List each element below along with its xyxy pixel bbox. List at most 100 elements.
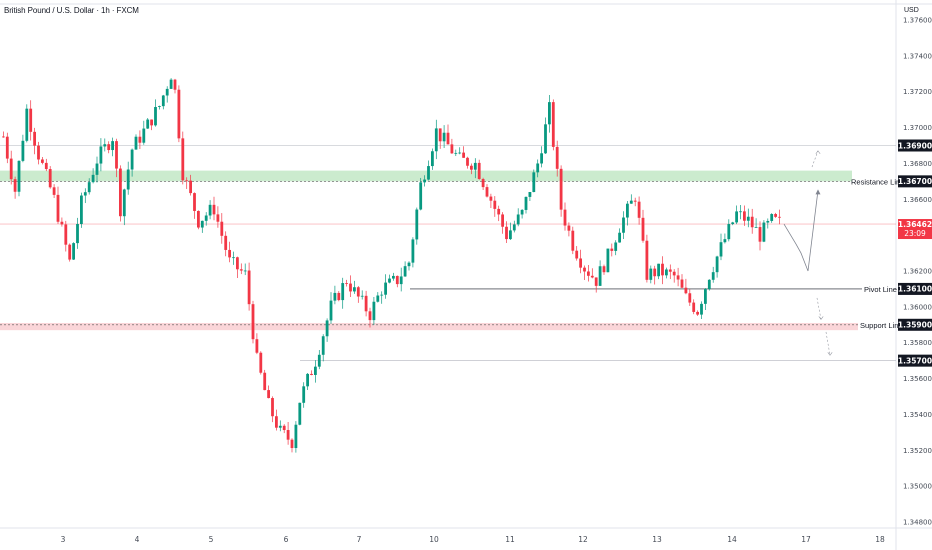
candle-body [707,279,711,290]
candle-body [481,179,485,188]
projection-path [783,190,819,272]
candle-body [216,214,220,222]
candle-body [618,232,621,243]
candle-body [243,270,247,272]
candle-body [489,196,493,201]
candle-body [399,276,403,285]
candle-body [126,169,130,190]
time-axis: 3 4 5 6 7 10 11 12 13 14 17 18 [61,535,885,544]
y-tick-label: 1.36600 [903,196,932,204]
candle-body [442,132,446,142]
candle-body [388,278,391,283]
candle-body [146,119,150,129]
candle-body [727,224,731,240]
candle-body [224,235,228,250]
candle-body [754,227,758,228]
candle-body [477,162,481,180]
candle-body [473,162,477,170]
candle-body [302,386,306,403]
candle-body [446,132,450,145]
chart-title: British Pound / U.S. Dollar · 1h · FXCM [4,6,139,15]
candle-body [532,172,536,193]
candle-body [325,320,329,337]
candle-body [282,425,286,431]
candle-body [735,211,738,223]
candle-body [275,416,278,428]
candle-body [516,214,520,225]
candle-body [333,292,337,301]
y-tick-label: 1.36000 [903,303,932,311]
candle-body [353,287,356,292]
level-tag-value: 1.36900 [898,141,932,150]
candle-body [774,214,777,217]
candle-body [434,128,438,152]
candle-body [267,390,270,399]
candle-body [197,210,200,228]
candle-body [594,277,598,286]
candle-body [423,179,426,183]
candle-body [485,187,489,197]
candle-body [329,300,333,321]
candle-body [579,258,582,268]
candle-body [528,192,532,197]
candle-body [392,275,395,279]
candle-body [676,275,680,280]
candle-body [41,159,44,163]
candle-body [37,145,40,160]
candle-body [766,220,770,223]
candle-body [364,295,368,312]
candle-body [278,425,282,428]
candle-body [450,144,454,154]
candle-body [181,138,185,181]
candle-body [208,204,212,216]
candle-body [154,106,157,126]
candle-body [236,257,239,270]
candle-body [310,373,313,375]
candle-body [704,289,707,304]
candle-body [696,311,699,315]
candle-body [665,269,668,276]
y-tick-label: 1.35200 [903,447,932,455]
candle-body [130,149,134,170]
candle-body [72,243,75,260]
candle-body [743,211,746,221]
x-tick-label: 3 [61,535,66,544]
candle-body [44,162,48,170]
candle-body [259,352,263,373]
candle-body [64,224,68,245]
candle-body [509,230,512,240]
candle-body [622,217,625,233]
candle-body [349,283,352,292]
y-tick-label: 1.37200 [903,88,932,96]
x-tick-label: 12 [578,535,588,544]
candle-body [657,263,660,277]
candle-body [431,151,434,167]
extension-arrow [825,331,831,356]
candle-body [688,293,692,303]
candle-body [719,242,723,257]
candle-body [255,339,259,353]
candles-group [2,78,781,453]
candle-body [317,354,321,367]
candle-body [626,203,629,218]
candle-body [134,136,138,150]
candle-body [555,146,559,169]
candle-body [454,152,458,154]
breakdown-arrow [816,297,822,320]
current-price-value: 1.36462 [898,220,932,229]
candle-body [5,136,9,159]
candle-body [111,141,114,151]
candle-body [150,119,153,126]
candle-body [189,180,192,194]
candle-body [438,128,442,142]
candle-body [99,146,103,164]
candle-body [87,182,91,193]
candle-body [684,287,688,294]
candle-body [462,152,465,158]
candle-body [2,136,5,138]
candle-body [575,250,579,259]
candle-body [723,239,727,243]
candle-body [587,271,590,276]
y-tick-label: 1.35000 [903,483,932,491]
